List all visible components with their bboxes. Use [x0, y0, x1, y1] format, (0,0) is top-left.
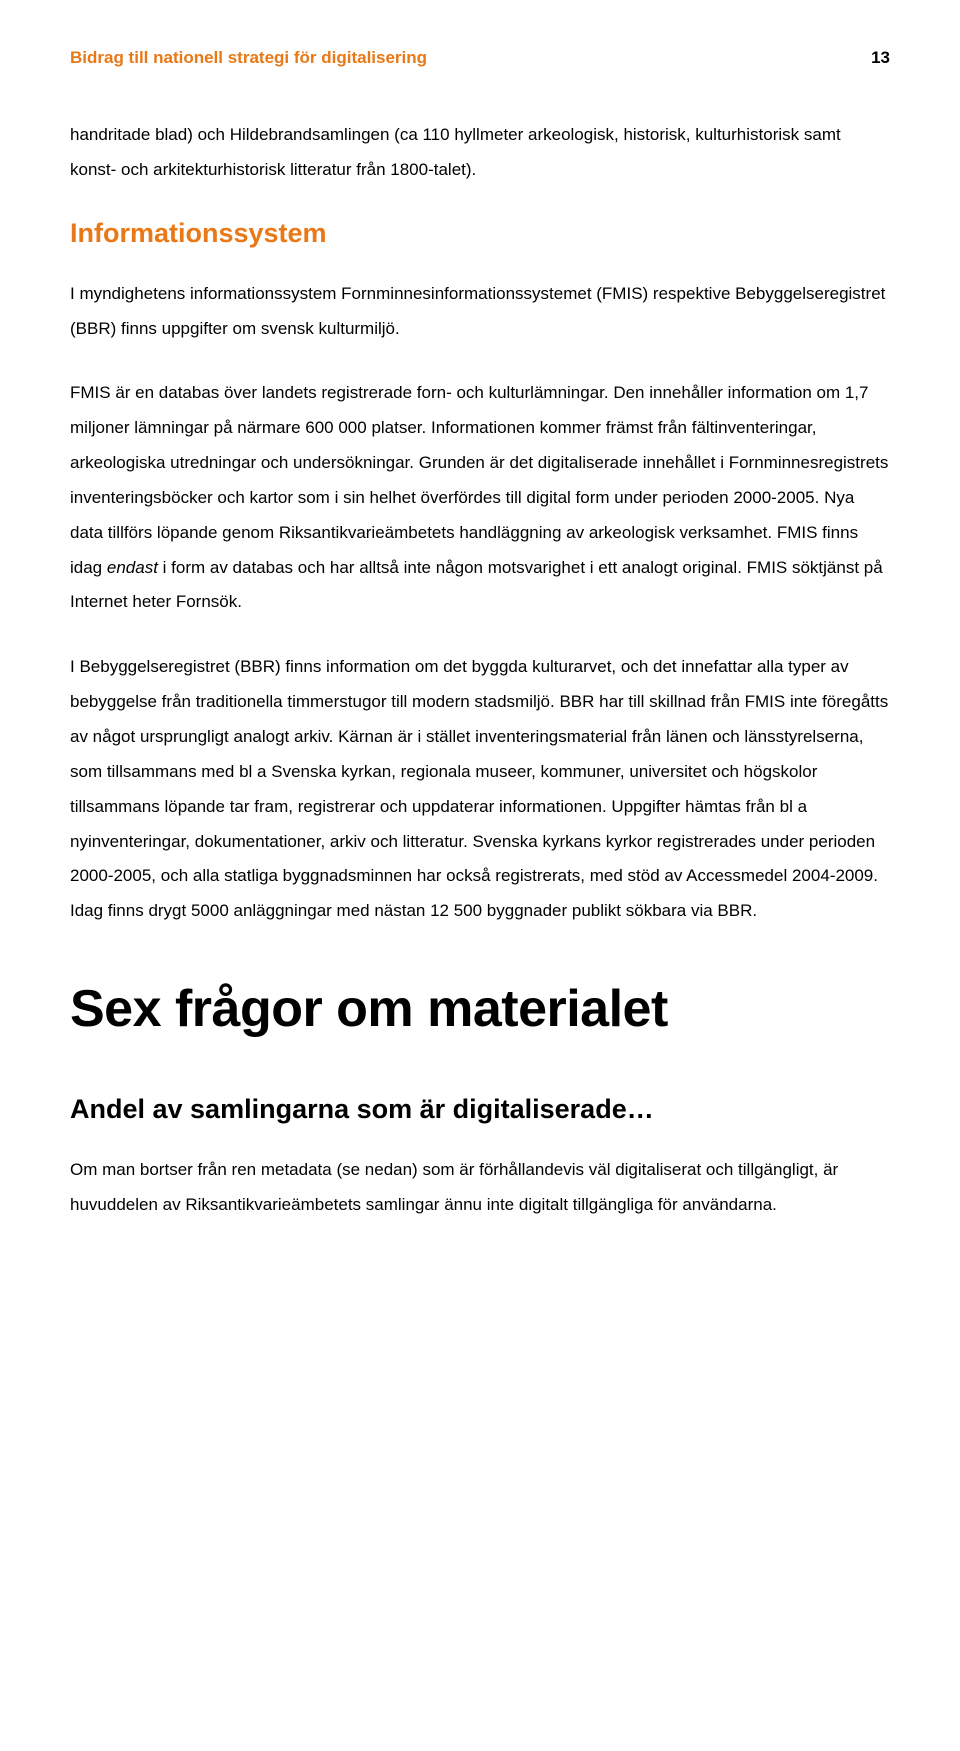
running-header: Bidrag till nationell strategi för digit… [70, 48, 890, 68]
heading-informationssystem: Informationssystem [70, 218, 890, 249]
paragraph-info-2b: i form av databas och har alltså inte nå… [70, 558, 883, 612]
paragraph-info-3: I Bebyggelseregistret (BBR) finns inform… [70, 650, 890, 929]
running-title: Bidrag till nationell strategi för digit… [70, 48, 427, 68]
paragraph-andel: Om man bortser från ren metadata (se ned… [70, 1153, 890, 1223]
paragraph-info-1: I myndighetens informationssystem Fornmi… [70, 277, 890, 347]
paragraph-info-2: FMIS är en databas över landets registre… [70, 376, 890, 620]
heading-sex-fragor: Sex frågor om materialet [70, 979, 890, 1039]
paragraph-lead: handritade blad) och Hildebrandsamlingen… [70, 118, 890, 188]
italic-endast: endast [107, 558, 158, 577]
heading-andel: Andel av samlingarna som är digitalisera… [70, 1094, 890, 1125]
page-number: 13 [871, 48, 890, 68]
paragraph-info-2a: FMIS är en databas över landets registre… [70, 383, 888, 576]
